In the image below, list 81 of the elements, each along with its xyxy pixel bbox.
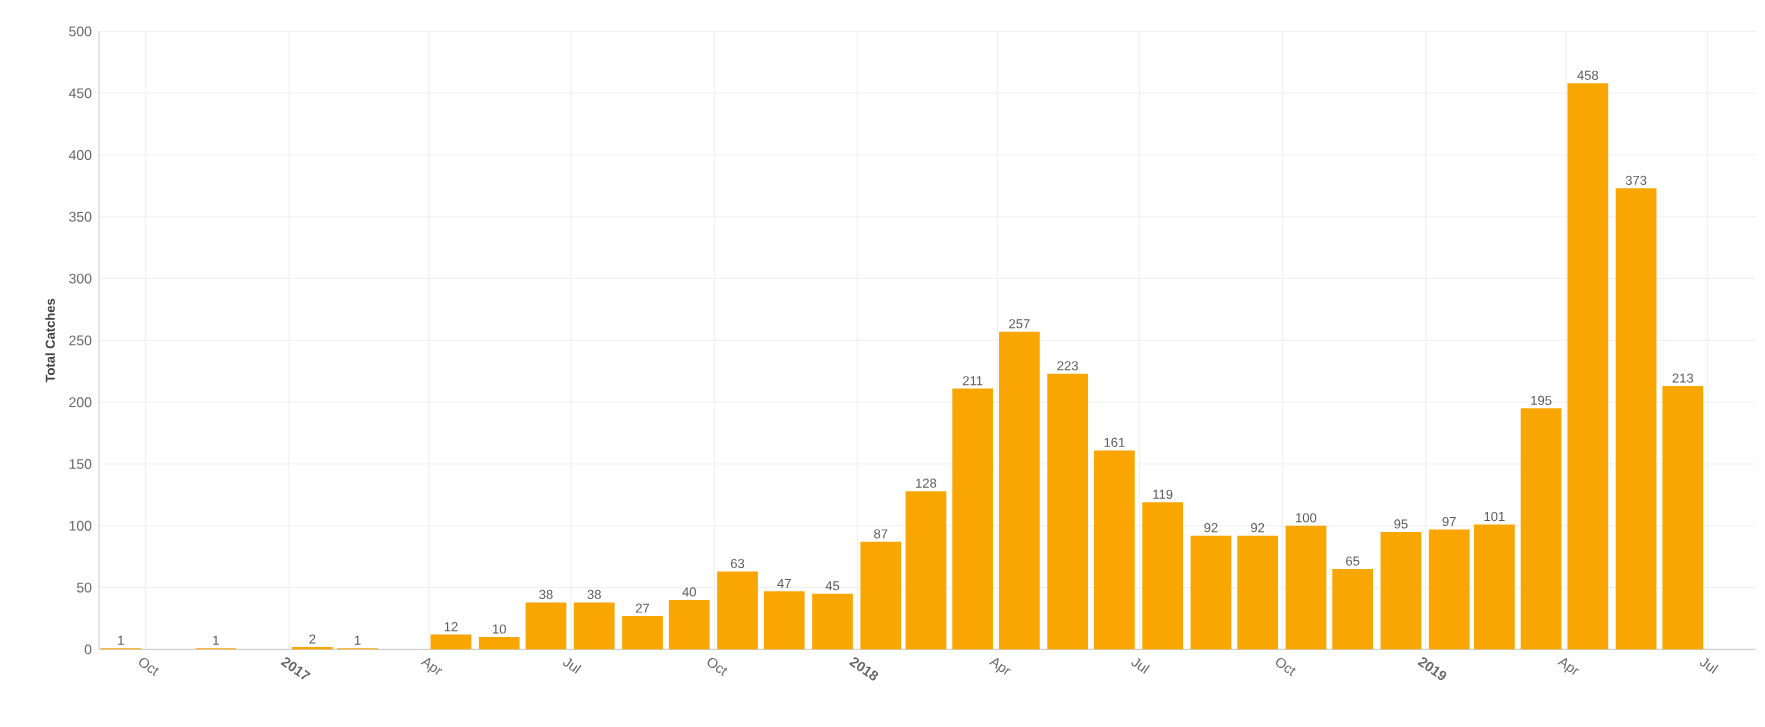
bar bbox=[1520, 408, 1562, 650]
bar bbox=[1615, 188, 1657, 650]
bar bbox=[1473, 524, 1515, 650]
data-label: 87 bbox=[874, 529, 888, 539]
x-tick-label: Apr bbox=[988, 658, 1011, 675]
data-label: 47 bbox=[777, 578, 791, 588]
data-label: 92 bbox=[1251, 523, 1265, 533]
y-tick-label: 200 bbox=[69, 397, 92, 408]
bar bbox=[525, 602, 567, 650]
bar bbox=[1190, 535, 1232, 650]
data-label: 211 bbox=[962, 376, 983, 386]
data-label: 38 bbox=[587, 589, 601, 600]
data-label: 195 bbox=[1531, 395, 1552, 405]
data-label: 92 bbox=[1204, 523, 1218, 533]
data-label: 1 bbox=[354, 635, 361, 645]
bar bbox=[668, 599, 710, 650]
x-tick-label: Apr bbox=[420, 658, 443, 675]
y-tick-label: 500 bbox=[69, 26, 92, 37]
bar bbox=[1332, 569, 1374, 650]
data-label: 373 bbox=[1625, 175, 1647, 185]
x-tick-label: 2017 bbox=[280, 657, 311, 680]
y-tick-label: 100 bbox=[69, 520, 92, 531]
data-label: 40 bbox=[682, 587, 696, 597]
data-label: 95 bbox=[1394, 519, 1408, 529]
data-label: 97 bbox=[1442, 516, 1456, 527]
bar bbox=[905, 491, 947, 650]
bar bbox=[952, 388, 994, 650]
bar bbox=[1047, 373, 1089, 650]
bar bbox=[1142, 502, 1184, 650]
bar bbox=[860, 541, 902, 650]
bar bbox=[573, 602, 615, 650]
y-tick-label: 300 bbox=[69, 273, 92, 284]
x-tick-label: Oct bbox=[707, 657, 728, 677]
y-tick-label: 350 bbox=[69, 211, 92, 222]
data-label: 10 bbox=[493, 624, 506, 634]
data-label: 12 bbox=[444, 622, 458, 632]
y-axis-title: Total Catches bbox=[45, 298, 55, 383]
x-tick-label: 2019 bbox=[1417, 657, 1447, 681]
bar bbox=[717, 571, 758, 650]
data-label: 100 bbox=[1296, 513, 1317, 523]
bar bbox=[1380, 531, 1422, 650]
data-label: 161 bbox=[1104, 437, 1125, 447]
data-label: 128 bbox=[916, 478, 937, 488]
bar bbox=[999, 331, 1040, 650]
x-tick-label: Oct bbox=[139, 657, 159, 677]
y-tick-label: 150 bbox=[69, 459, 92, 469]
data-label: 1 bbox=[118, 635, 124, 645]
x-tick-label: Jul bbox=[1131, 657, 1151, 674]
bar bbox=[430, 634, 472, 650]
data-label: 257 bbox=[1009, 319, 1030, 329]
bar bbox=[622, 616, 663, 650]
x-tick-label: Oct bbox=[1276, 657, 1296, 677]
data-label: 1 bbox=[213, 635, 219, 645]
bar bbox=[1428, 529, 1470, 650]
x-tick-label: Jul bbox=[563, 657, 582, 674]
data-label: 119 bbox=[1153, 489, 1173, 499]
data-label: 27 bbox=[635, 603, 650, 613]
bar bbox=[478, 637, 520, 650]
bar bbox=[1094, 450, 1135, 650]
bar bbox=[1662, 386, 1704, 650]
y-tick-label: 250 bbox=[69, 335, 92, 346]
data-label: 38 bbox=[539, 589, 553, 600]
bar bbox=[763, 591, 805, 650]
y-tick-label: 0 bbox=[84, 644, 92, 655]
data-label: 2 bbox=[309, 634, 316, 644]
x-tick-label: Jul bbox=[1699, 657, 1719, 674]
data-label: 65 bbox=[1346, 556, 1360, 566]
data-label: 45 bbox=[825, 581, 840, 591]
data-label: 458 bbox=[1577, 70, 1599, 80]
y-tick-label: 400 bbox=[68, 150, 92, 160]
bar bbox=[1567, 83, 1609, 650]
y-tick-label: 450 bbox=[68, 88, 92, 99]
bar bbox=[812, 593, 853, 650]
y-tick-label: 50 bbox=[76, 582, 92, 593]
data-label: 101 bbox=[1484, 511, 1505, 522]
bar bbox=[1285, 525, 1327, 650]
data-label: 223 bbox=[1057, 361, 1078, 371]
data-label: 213 bbox=[1672, 373, 1694, 383]
x-tick-label: Apr bbox=[1557, 658, 1580, 675]
bar bbox=[1237, 535, 1279, 650]
data-label: 63 bbox=[730, 558, 745, 569]
